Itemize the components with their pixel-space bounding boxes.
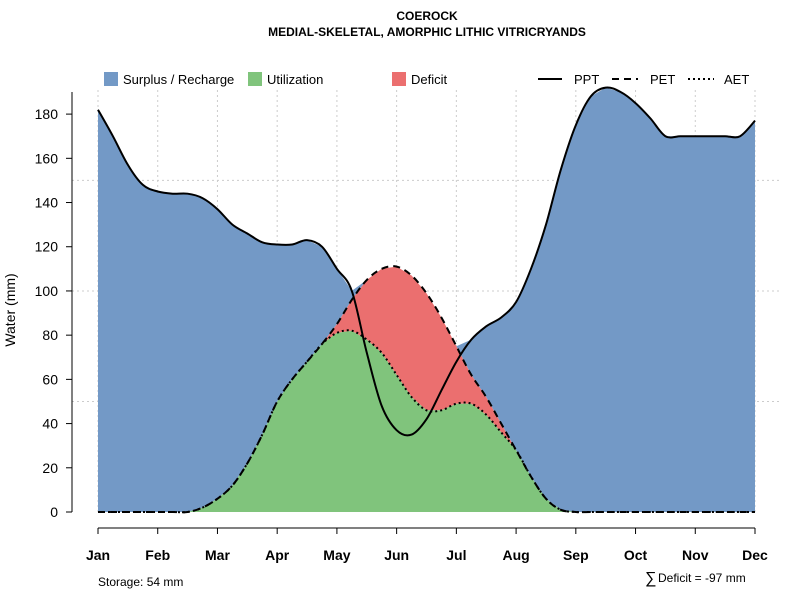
legend-label-deficit: Deficit <box>411 72 448 87</box>
y-tick-label: 140 <box>35 195 59 211</box>
y-tick-label: 0 <box>50 504 58 520</box>
x-tick-label: Mar <box>205 547 230 563</box>
y-axis-label: Water (mm) <box>2 273 18 346</box>
area-surplus-recharge <box>98 87 755 512</box>
legend-swatch-utilization <box>248 72 262 86</box>
x-tick-label: Sep <box>563 547 589 563</box>
chart-title: COEROCK <box>396 9 458 23</box>
y-tick-label: 180 <box>35 106 59 122</box>
y-tick-label: 100 <box>35 283 59 299</box>
series-line-ppt <box>97 86 756 437</box>
y-tick-label: 120 <box>35 239 59 255</box>
legend-label-ppt: PPT <box>574 72 599 87</box>
chart-subtitle: MEDIAL-SKELETAL, AMORPHIC LITHIC VITRICR… <box>268 25 586 39</box>
legend-label-aet: AET <box>724 72 749 87</box>
x-tick-label: Nov <box>682 547 709 563</box>
x-tick-label: Feb <box>145 547 170 563</box>
x-tick-label: Jun <box>384 547 409 563</box>
x-tick-label: Oct <box>624 547 648 563</box>
legend: Surplus / Recharge Utilization Deficit P… <box>104 72 749 87</box>
legend-label-surplus: Surplus / Recharge <box>123 72 234 87</box>
y-tick-label: 20 <box>42 460 58 476</box>
deficit-note: Deficit = -97 mm <box>658 571 746 585</box>
legend-label-utilization: Utilization <box>267 72 323 87</box>
legend-swatch-surplus <box>104 72 118 86</box>
storage-note: Storage: 54 mm <box>98 575 183 589</box>
y-tick-label: 40 <box>42 416 58 432</box>
deficit-sum-symbol: ∑ <box>645 570 656 587</box>
legend-label-pet: PET <box>650 72 675 87</box>
x-tick-label: Jul <box>446 547 466 563</box>
x-tick-label: Aug <box>502 547 529 563</box>
y-tick-label: 160 <box>35 150 59 166</box>
series-lines <box>97 86 756 514</box>
y-tick-label: 80 <box>42 327 58 343</box>
area-utilization <box>98 330 755 512</box>
axes: 0 20 40 60 80 100 120 140 160 180 Jan Feb Mar Apr May J… <box>35 92 768 563</box>
x-tick-label: Apr <box>265 547 290 563</box>
x-tick-label: Jan <box>86 547 110 563</box>
plot-areas <box>98 87 755 512</box>
x-tick-label: May <box>323 547 350 563</box>
legend-swatch-deficit <box>392 72 406 86</box>
area-deficit <box>98 266 755 512</box>
x-tick-label: Dec <box>742 547 768 563</box>
y-tick-label: 60 <box>42 371 58 387</box>
series-line-aet <box>97 329 755 514</box>
